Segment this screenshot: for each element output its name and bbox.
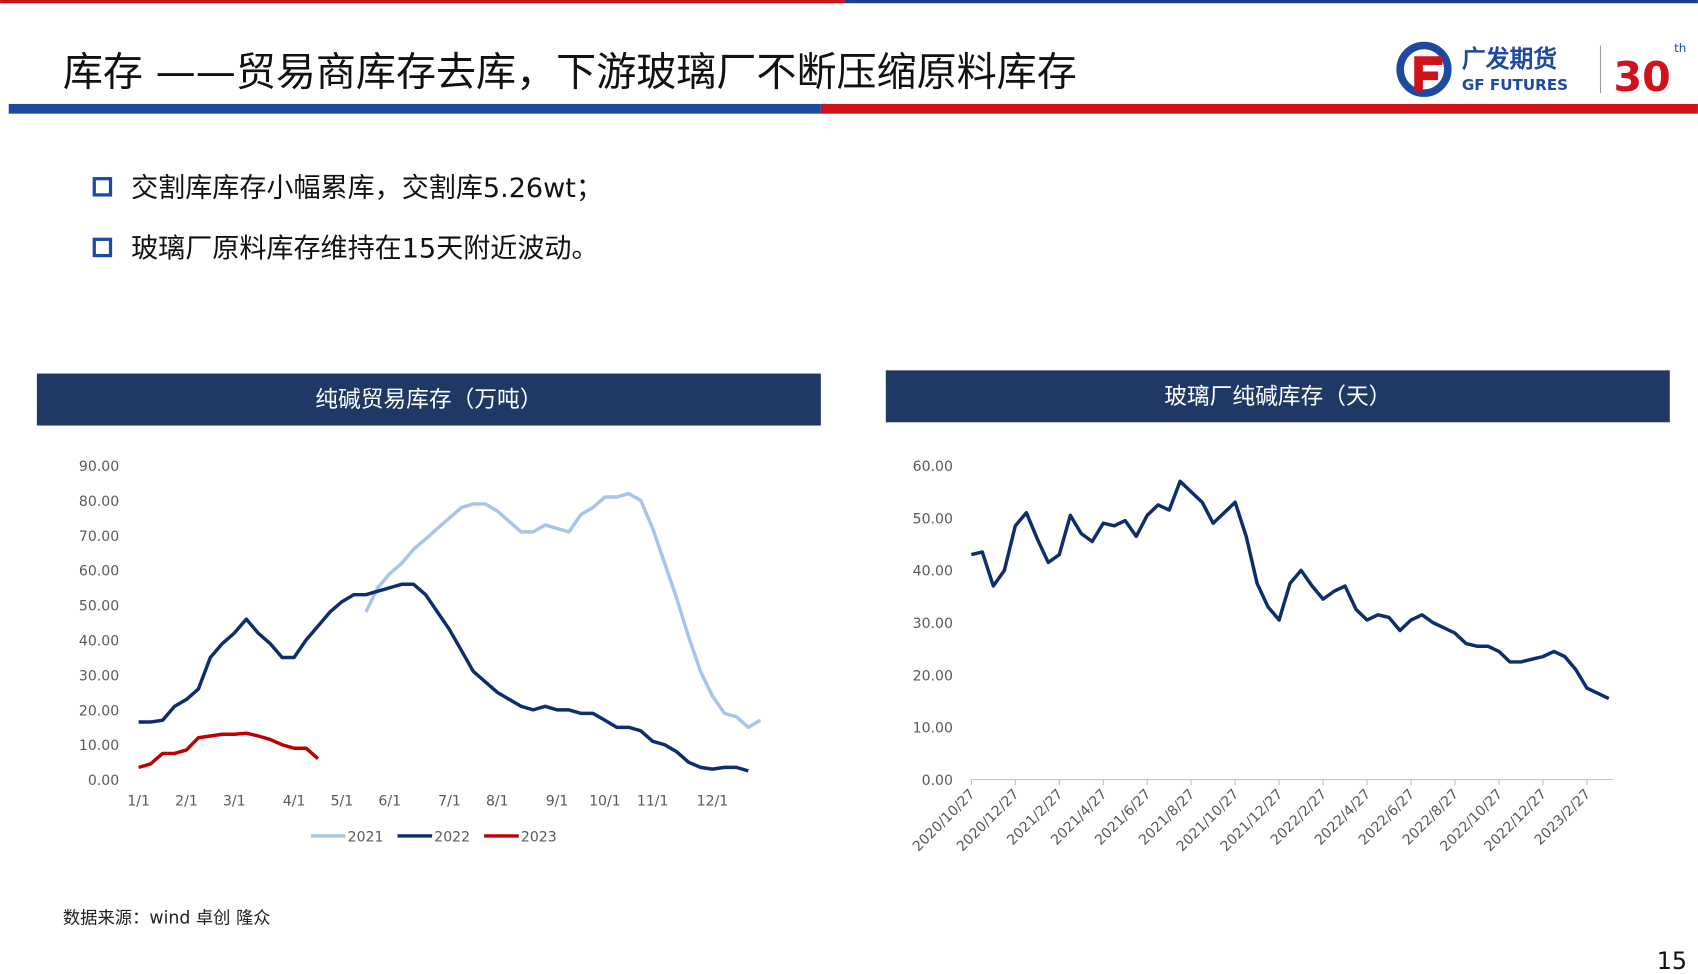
- y-tick-label: 90.00: [79, 459, 119, 475]
- y-tick-label: 10.00: [913, 721, 953, 737]
- y-tick-label: 30.00: [79, 668, 119, 684]
- x-tick-label: 4/1: [283, 794, 306, 810]
- y-tick-label: 40.00: [79, 633, 119, 649]
- x-tick-label: 1/1: [127, 794, 150, 810]
- logo-mark-f: [1414, 56, 1443, 91]
- x-tick-label: 9/1: [546, 794, 569, 810]
- chart-title-box: [885, 370, 1670, 423]
- y-tick-label: 50.00: [79, 599, 119, 615]
- x-tick-label: 11/1: [637, 794, 669, 810]
- x-tick-label: 7/1: [438, 794, 461, 810]
- title-bar-blue: [8, 103, 821, 114]
- y-tick-label: 80.00: [79, 494, 119, 510]
- chart-title-box: [36, 373, 821, 426]
- y-tick-label: 20.00: [913, 668, 953, 684]
- series-line: [138, 731, 320, 770]
- series-line: [970, 479, 1610, 701]
- series-line: [138, 582, 749, 773]
- x-tick-label: 12/1: [697, 794, 729, 810]
- logo: 广发期货 GF FUTURES 30 th: [1396, 41, 1686, 101]
- y-tick-label: 30.00: [913, 616, 953, 632]
- bullet: 玻璃厂原料库存维持在15天附近波动。: [131, 234, 598, 265]
- x-tick-label: 3/1: [223, 794, 246, 810]
- x-tick-label: 6/1: [378, 794, 401, 810]
- y-tick-label: 70.00: [79, 529, 119, 545]
- y-tick-label: 50.00: [913, 511, 953, 527]
- y-tick-label: 40.00: [913, 564, 953, 580]
- series-line: [364, 491, 762, 730]
- legend-label: 2021: [348, 829, 384, 845]
- y-tick-label: 0.00: [922, 773, 953, 789]
- logo-sup: th: [1674, 41, 1686, 55]
- bullet-icon: [92, 177, 113, 197]
- title-bar-red: [820, 103, 1698, 114]
- chart-title: 纯碱贸易库存（万吨）: [315, 387, 542, 413]
- logo-num: 30: [1613, 53, 1670, 101]
- source-note: 数据来源：wind 卓创 隆众: [63, 909, 271, 929]
- slide-title: 库存 ——贸易商库存去库，下游玻璃厂不断压缩原料库存: [63, 50, 1077, 96]
- logo-cn: 广发期货: [1462, 45, 1557, 73]
- y-tick-label: 60.00: [79, 564, 119, 580]
- x-tick-label: 10/1: [589, 794, 621, 810]
- y-tick-label: 20.00: [79, 703, 119, 719]
- legend-label: 2023: [521, 829, 557, 845]
- bullet-icon: [92, 237, 113, 258]
- y-tick-label: 60.00: [913, 459, 953, 475]
- logo-en: GF FUTURES: [1462, 76, 1568, 94]
- x-tick-label: 2/1: [175, 794, 198, 810]
- page-number: 15: [1657, 947, 1687, 974]
- legend-label: 2022: [434, 829, 470, 845]
- top-bar-blue: [844, 0, 1698, 4]
- chart-title: 玻璃厂纯碱库存（天）: [1164, 384, 1391, 410]
- bullet: 交割库库存小幅累库，交割库5.26wt；: [131, 173, 603, 204]
- logo-mark: [1396, 41, 1452, 97]
- x-tick-label: 8/1: [486, 794, 509, 810]
- y-tick-label: 10.00: [79, 738, 119, 754]
- y-tick-label: 0.00: [88, 773, 119, 789]
- top-bar-red: [0, 0, 845, 4]
- x-tick-label: 5/1: [331, 794, 354, 810]
